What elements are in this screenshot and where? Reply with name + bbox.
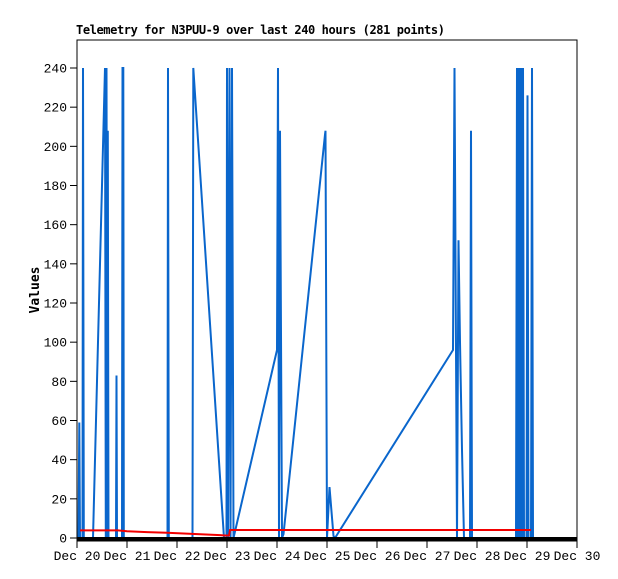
x-tick-label: Dec 25 bbox=[304, 549, 351, 564]
x-tick-label: Dec 28 bbox=[454, 549, 501, 564]
blue-series-line bbox=[77, 67, 534, 540]
x-tick-label: Dec 30 bbox=[554, 549, 601, 564]
y-tick-label: 120 bbox=[44, 297, 67, 312]
y-tick-label: 220 bbox=[44, 101, 67, 116]
y-tick-label: 100 bbox=[44, 336, 67, 351]
y-tick-label: 60 bbox=[51, 414, 67, 429]
y-tick-label: 0 bbox=[59, 532, 67, 547]
y-tick-label: 140 bbox=[44, 257, 67, 272]
y-tick-label: 240 bbox=[44, 62, 67, 77]
y-tick-label: 160 bbox=[44, 218, 67, 233]
y-tick-label: 180 bbox=[44, 179, 67, 194]
y-tick-label: 80 bbox=[51, 375, 67, 390]
x-tick-label: Dec 24 bbox=[254, 549, 301, 564]
x-tick-label: Dec 27 bbox=[404, 549, 451, 564]
y-tick-label: 200 bbox=[44, 140, 67, 155]
x-tick-label: Dec 29 bbox=[504, 549, 551, 564]
chart-title: Telemetry for N3PUU-9 over last 240 hour… bbox=[76, 23, 445, 37]
y-tick-label: 20 bbox=[51, 492, 67, 507]
x-tick-label: Dec 20 bbox=[54, 549, 101, 564]
x-tick-label: Dec 22 bbox=[154, 549, 201, 564]
x-tick-label: Dec 23 bbox=[204, 549, 251, 564]
x-tick-label: Dec 26 bbox=[354, 549, 401, 564]
y-tick-label: 40 bbox=[51, 453, 67, 468]
red-series-line bbox=[80, 529, 531, 537]
x-tick-label: Dec 21 bbox=[104, 549, 151, 564]
